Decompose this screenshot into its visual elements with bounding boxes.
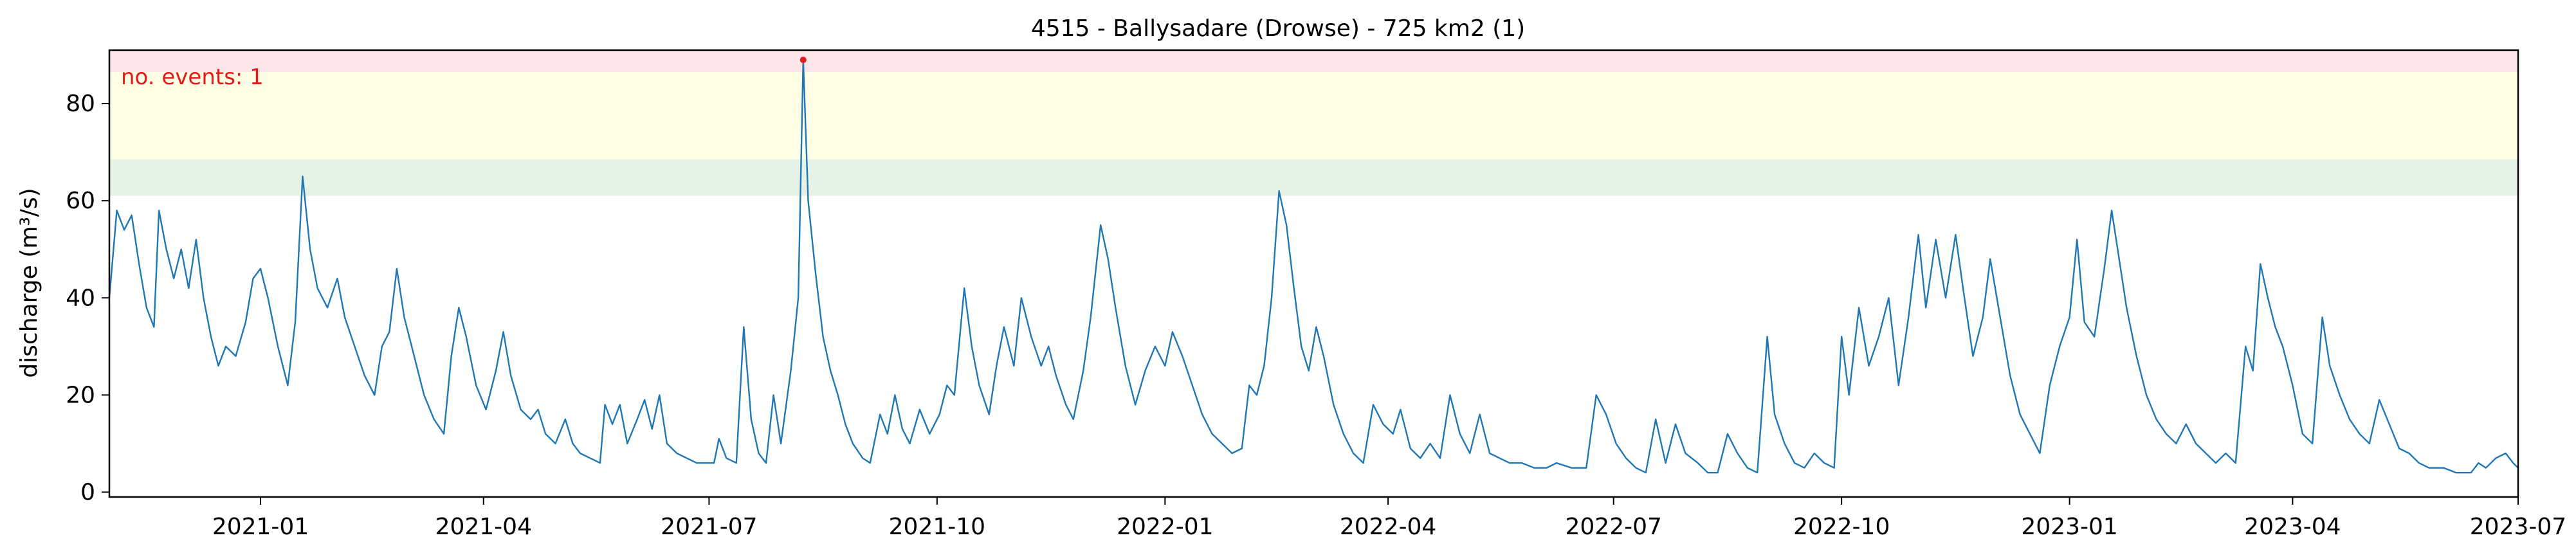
y-axis-label: discharge (m³/s) (16, 188, 42, 377)
x-tick-label: 2023-04 (2244, 514, 2341, 540)
event-count-annotation: no. events: 1 (121, 64, 264, 90)
y-tick-label: 40 (66, 285, 95, 311)
chart-title: 4515 - Ballysadare (Drowse) - 725 km2 (1… (1031, 15, 1525, 42)
x-tick-label: 2021-01 (212, 514, 309, 540)
y-tick-label: 20 (66, 382, 95, 408)
threshold-band-0 (109, 159, 2518, 196)
x-tick-label: 2021-04 (435, 514, 532, 540)
x-tick-label: 2023-01 (2021, 514, 2117, 540)
discharge-series-line (108, 59, 2519, 474)
x-tick-label: 2021-10 (889, 514, 985, 540)
plot-frame (108, 49, 2519, 498)
threshold-bands (109, 50, 2518, 196)
x-tick-label: 2022-10 (1793, 514, 1890, 540)
threshold-band-1 (109, 71, 2518, 159)
threshold-band-2 (109, 50, 2518, 72)
y-tick-label: 0 (80, 479, 95, 505)
series-layer (108, 59, 2519, 474)
x-tick-label: 2021-07 (661, 514, 757, 540)
event-point (799, 57, 807, 64)
y-axis: 0 20 40 60 80 (66, 91, 109, 505)
x-tick-label: 2022-07 (1565, 514, 1661, 540)
x-tick-label: 2023-07 (2470, 514, 2566, 540)
x-tick-label: 2022-01 (1117, 514, 1213, 540)
x-tick-label: 2022-04 (1340, 514, 1436, 540)
y-tick-label: 60 (66, 188, 95, 214)
x-axis: 2021-01 2021-04 2021-07 2021-10 2022-01 2022-… (212, 497, 2566, 540)
event-markers (799, 57, 807, 64)
y-tick-label: 80 (66, 91, 95, 117)
